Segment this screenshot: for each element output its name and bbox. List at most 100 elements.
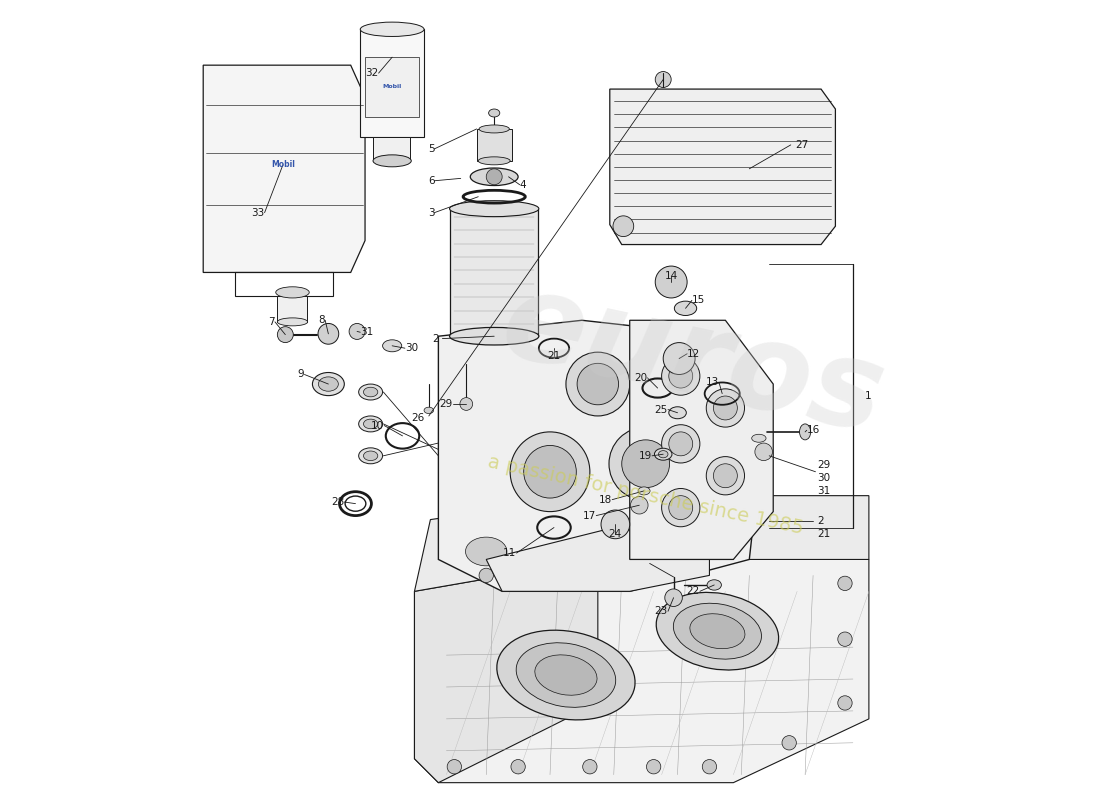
Circle shape	[565, 352, 629, 416]
Polygon shape	[277, 296, 307, 322]
Text: 25: 25	[654, 405, 668, 414]
Circle shape	[838, 632, 853, 646]
Text: 29: 29	[817, 460, 830, 470]
Circle shape	[706, 457, 745, 495]
Circle shape	[714, 396, 737, 420]
Text: 26: 26	[410, 414, 424, 423]
Text: 4: 4	[519, 180, 526, 190]
Ellipse shape	[359, 384, 383, 400]
Ellipse shape	[383, 340, 402, 352]
Text: 22: 22	[686, 586, 700, 596]
Circle shape	[669, 432, 693, 456]
Text: Mobil: Mobil	[383, 84, 402, 89]
Circle shape	[661, 489, 700, 526]
Circle shape	[524, 446, 576, 498]
Ellipse shape	[800, 424, 811, 440]
Text: 15: 15	[692, 295, 705, 306]
Ellipse shape	[488, 109, 499, 117]
Ellipse shape	[312, 373, 344, 396]
Circle shape	[661, 357, 700, 395]
Ellipse shape	[359, 416, 383, 432]
Circle shape	[669, 364, 693, 388]
Text: 30: 30	[817, 473, 830, 483]
Ellipse shape	[373, 155, 411, 167]
Text: 21: 21	[548, 351, 561, 361]
Circle shape	[448, 759, 462, 774]
Text: 27: 27	[795, 140, 808, 150]
Text: Mobil: Mobil	[271, 160, 295, 170]
Text: 1: 1	[865, 391, 871, 401]
Polygon shape	[629, 320, 773, 559]
Text: 6: 6	[428, 176, 435, 186]
Circle shape	[782, 736, 796, 750]
Circle shape	[277, 326, 294, 342]
Text: 7: 7	[268, 317, 275, 327]
Circle shape	[460, 398, 473, 410]
Text: 14: 14	[664, 271, 678, 282]
Ellipse shape	[465, 537, 507, 566]
Text: 5: 5	[428, 144, 435, 154]
Ellipse shape	[516, 642, 616, 707]
Ellipse shape	[690, 614, 745, 649]
Text: 33: 33	[251, 208, 265, 218]
Circle shape	[542, 552, 558, 566]
Text: 18: 18	[598, 494, 613, 505]
Text: 32: 32	[365, 68, 378, 78]
Text: 23: 23	[654, 606, 668, 616]
Circle shape	[613, 216, 634, 237]
Ellipse shape	[478, 157, 510, 165]
Text: 28: 28	[331, 497, 344, 507]
Polygon shape	[415, 559, 597, 782]
Text: 30: 30	[405, 343, 418, 353]
Text: euros: euros	[492, 262, 895, 458]
Text: 19: 19	[639, 451, 652, 461]
Circle shape	[609, 427, 682, 501]
Circle shape	[486, 169, 503, 185]
Circle shape	[510, 759, 526, 774]
Circle shape	[656, 266, 688, 298]
Circle shape	[838, 696, 853, 710]
Text: 20: 20	[634, 373, 647, 382]
Bar	[450, 209, 538, 336]
Text: 13: 13	[706, 378, 719, 387]
Text: 29: 29	[440, 399, 453, 409]
Text: 17: 17	[583, 510, 596, 521]
Text: 11: 11	[504, 548, 517, 558]
Ellipse shape	[535, 655, 597, 695]
Text: 8: 8	[319, 315, 326, 326]
Text: 12: 12	[688, 349, 701, 358]
Ellipse shape	[363, 419, 377, 429]
Polygon shape	[415, 559, 869, 782]
Ellipse shape	[669, 406, 686, 418]
Circle shape	[714, 464, 737, 488]
Text: 16: 16	[806, 426, 820, 435]
Circle shape	[661, 425, 700, 463]
Ellipse shape	[363, 387, 377, 397]
Circle shape	[647, 759, 661, 774]
Circle shape	[702, 759, 716, 774]
Text: 21: 21	[817, 529, 830, 539]
Ellipse shape	[450, 327, 539, 345]
Ellipse shape	[673, 603, 761, 659]
Ellipse shape	[659, 450, 668, 458]
Ellipse shape	[318, 377, 339, 391]
Circle shape	[349, 323, 365, 339]
Ellipse shape	[454, 530, 518, 574]
Text: 2: 2	[432, 334, 439, 344]
Polygon shape	[476, 129, 512, 161]
Circle shape	[663, 342, 695, 374]
Ellipse shape	[361, 22, 424, 37]
Circle shape	[706, 389, 745, 427]
Ellipse shape	[657, 592, 779, 670]
Circle shape	[630, 497, 648, 514]
Circle shape	[583, 759, 597, 774]
Polygon shape	[204, 65, 365, 273]
Polygon shape	[486, 527, 710, 591]
Circle shape	[838, 576, 853, 590]
Circle shape	[656, 71, 671, 87]
Ellipse shape	[359, 448, 383, 464]
Ellipse shape	[277, 318, 308, 326]
Ellipse shape	[276, 286, 309, 298]
Text: 31: 31	[817, 486, 830, 496]
Ellipse shape	[478, 125, 509, 133]
